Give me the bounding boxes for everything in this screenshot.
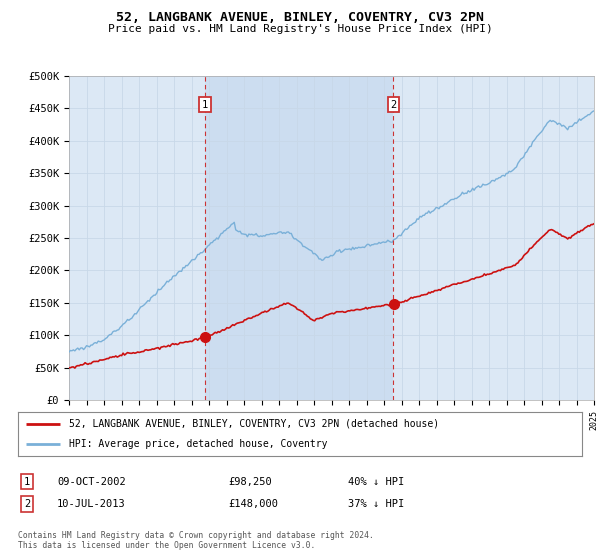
Text: 52, LANGBANK AVENUE, BINLEY, COVENTRY, CV3 2PN (detached house): 52, LANGBANK AVENUE, BINLEY, COVENTRY, C… (69, 419, 439, 429)
Text: £98,250: £98,250 (228, 477, 272, 487)
Bar (205, 76, 393, 400)
Text: 37% ↓ HPI: 37% ↓ HPI (348, 499, 404, 509)
Text: Price paid vs. HM Land Registry's House Price Index (HPI): Price paid vs. HM Land Registry's House … (107, 24, 493, 34)
Text: 10-JUL-2013: 10-JUL-2013 (57, 499, 126, 509)
Text: 1: 1 (24, 477, 30, 487)
Text: 2: 2 (24, 499, 30, 509)
Text: £148,000: £148,000 (228, 499, 278, 509)
Text: 09-OCT-2002: 09-OCT-2002 (57, 477, 126, 487)
Text: 52, LANGBANK AVENUE, BINLEY, COVENTRY, CV3 2PN: 52, LANGBANK AVENUE, BINLEY, COVENTRY, C… (116, 11, 484, 24)
Text: 2: 2 (390, 100, 397, 110)
Text: HPI: Average price, detached house, Coventry: HPI: Average price, detached house, Cove… (69, 439, 327, 449)
Text: 40% ↓ HPI: 40% ↓ HPI (348, 477, 404, 487)
Text: 1: 1 (202, 100, 208, 110)
Text: Contains HM Land Registry data © Crown copyright and database right 2024.
This d: Contains HM Land Registry data © Crown c… (18, 531, 374, 550)
